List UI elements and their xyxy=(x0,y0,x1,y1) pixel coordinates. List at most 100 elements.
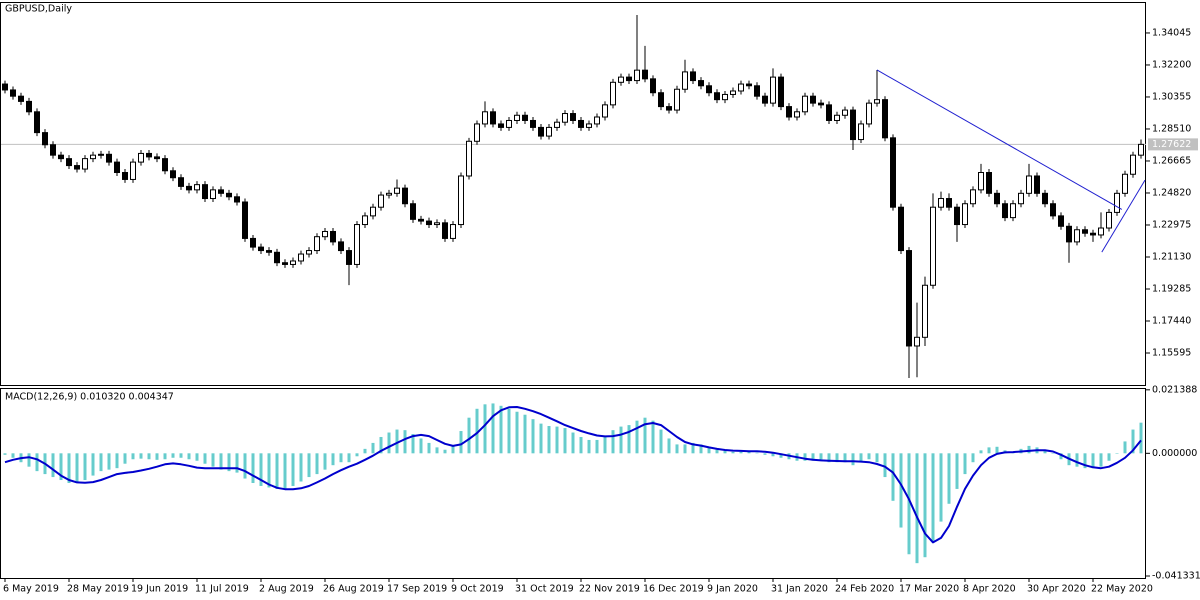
candle-body xyxy=(362,215,368,226)
candle-body xyxy=(834,114,840,121)
macd-bar xyxy=(723,450,727,454)
candle-body xyxy=(978,172,984,191)
macd-bar xyxy=(867,453,871,460)
macd-bar xyxy=(1107,453,1111,461)
macd-bar xyxy=(499,405,503,454)
candle-body xyxy=(122,172,128,180)
macd-bar xyxy=(523,414,527,454)
candle-body xyxy=(226,192,232,198)
macd-bar xyxy=(843,453,847,463)
candle-body xyxy=(1074,229,1080,243)
macd-bar xyxy=(643,417,647,454)
macd-bar xyxy=(915,453,919,564)
macd-bar xyxy=(675,444,679,454)
chart-title: GBPUSD,Daily xyxy=(5,4,72,15)
candle-body xyxy=(762,95,768,104)
candle-body xyxy=(82,158,88,170)
candle-body xyxy=(722,93,728,101)
candle-body xyxy=(314,236,320,252)
macd-bar xyxy=(379,436,383,454)
candle-body xyxy=(18,95,24,102)
macd-bar xyxy=(939,453,943,522)
candle-body xyxy=(50,144,56,156)
macd-bar xyxy=(123,453,127,464)
candle-body xyxy=(114,161,120,174)
macd-bar xyxy=(531,419,535,454)
indicator-title: MACD(12,26,9) 0.010320 0.004347 xyxy=(5,392,174,403)
macd-bar xyxy=(51,453,55,478)
macd-bar xyxy=(907,453,911,555)
trend-line xyxy=(1101,179,1146,253)
candle-body xyxy=(1010,203,1016,219)
macd-bar xyxy=(427,442,431,454)
candle-body xyxy=(786,106,792,118)
candle-body xyxy=(442,222,448,239)
macd-bar xyxy=(819,453,823,461)
candle-body xyxy=(866,102,872,125)
x-tick-label: 30 Apr 2020 xyxy=(1027,584,1086,595)
macd-bar xyxy=(515,411,519,454)
macd-bar xyxy=(227,453,231,472)
candle-body xyxy=(130,161,136,180)
last-price-label: 1.27622 xyxy=(1152,139,1191,150)
candle-body xyxy=(394,187,400,194)
macd-bar xyxy=(1043,450,1047,454)
x-tick-label: 2 Aug 2019 xyxy=(259,584,314,595)
macd-bar xyxy=(331,453,335,466)
macd-bar xyxy=(131,453,135,460)
candle-body xyxy=(1098,227,1104,236)
macd-bar xyxy=(1115,453,1119,454)
candle-body xyxy=(938,198,944,208)
candle-body xyxy=(10,89,16,97)
macd-bar xyxy=(987,447,991,454)
candle-body xyxy=(842,109,848,116)
x-tick-label: 22 May 2020 xyxy=(1091,584,1153,595)
x-tick-label: 17 Mar 2020 xyxy=(899,584,959,595)
candle-body xyxy=(738,83,744,92)
price-panel xyxy=(0,2,1146,386)
candle-body xyxy=(250,237,256,248)
candle-body xyxy=(986,172,992,194)
candle-body xyxy=(162,158,168,172)
candle-body xyxy=(1138,143,1144,156)
candle-body xyxy=(802,95,808,113)
candle-body xyxy=(698,80,704,87)
candle-body xyxy=(730,90,736,95)
macd-bar xyxy=(651,420,655,454)
macd-bar xyxy=(995,446,999,454)
x-tick-label: 9 Jan 2020 xyxy=(707,584,758,595)
candle-body xyxy=(298,253,304,262)
candle-body xyxy=(154,156,160,160)
y-tick-label: 1.24820 xyxy=(1152,187,1191,198)
macd-bar xyxy=(955,453,959,489)
candle-body xyxy=(458,175,464,226)
macd-bar xyxy=(803,453,807,461)
candle-body xyxy=(890,137,896,208)
candle-body xyxy=(746,83,752,87)
candle-body xyxy=(1034,175,1040,194)
candle-body xyxy=(770,76,776,104)
macd-bar xyxy=(971,453,975,463)
macd-bar xyxy=(267,453,271,488)
macd-bar xyxy=(931,453,935,543)
candle-body xyxy=(378,194,384,208)
trend-line xyxy=(876,69,1123,210)
macd-bar xyxy=(419,438,423,454)
candle-body xyxy=(346,250,352,265)
macd-bar xyxy=(1139,422,1143,454)
macd-bar xyxy=(579,436,583,454)
macd-bar xyxy=(435,447,439,454)
candle-body xyxy=(370,206,376,217)
y-tick-label: 1.15595 xyxy=(1152,347,1191,358)
x-tick-label: 24 Feb 2020 xyxy=(835,584,894,595)
macd-bar xyxy=(203,453,207,464)
macd-bar xyxy=(659,429,663,454)
candle-body xyxy=(514,114,520,121)
candle-body xyxy=(714,92,720,101)
candle-body xyxy=(1002,203,1008,219)
x-tick-label: 17 Sep 2019 xyxy=(387,584,447,595)
candle-body xyxy=(450,224,456,239)
macd-bar xyxy=(259,453,263,486)
macd-bar xyxy=(387,432,391,454)
candle-body xyxy=(498,123,504,128)
